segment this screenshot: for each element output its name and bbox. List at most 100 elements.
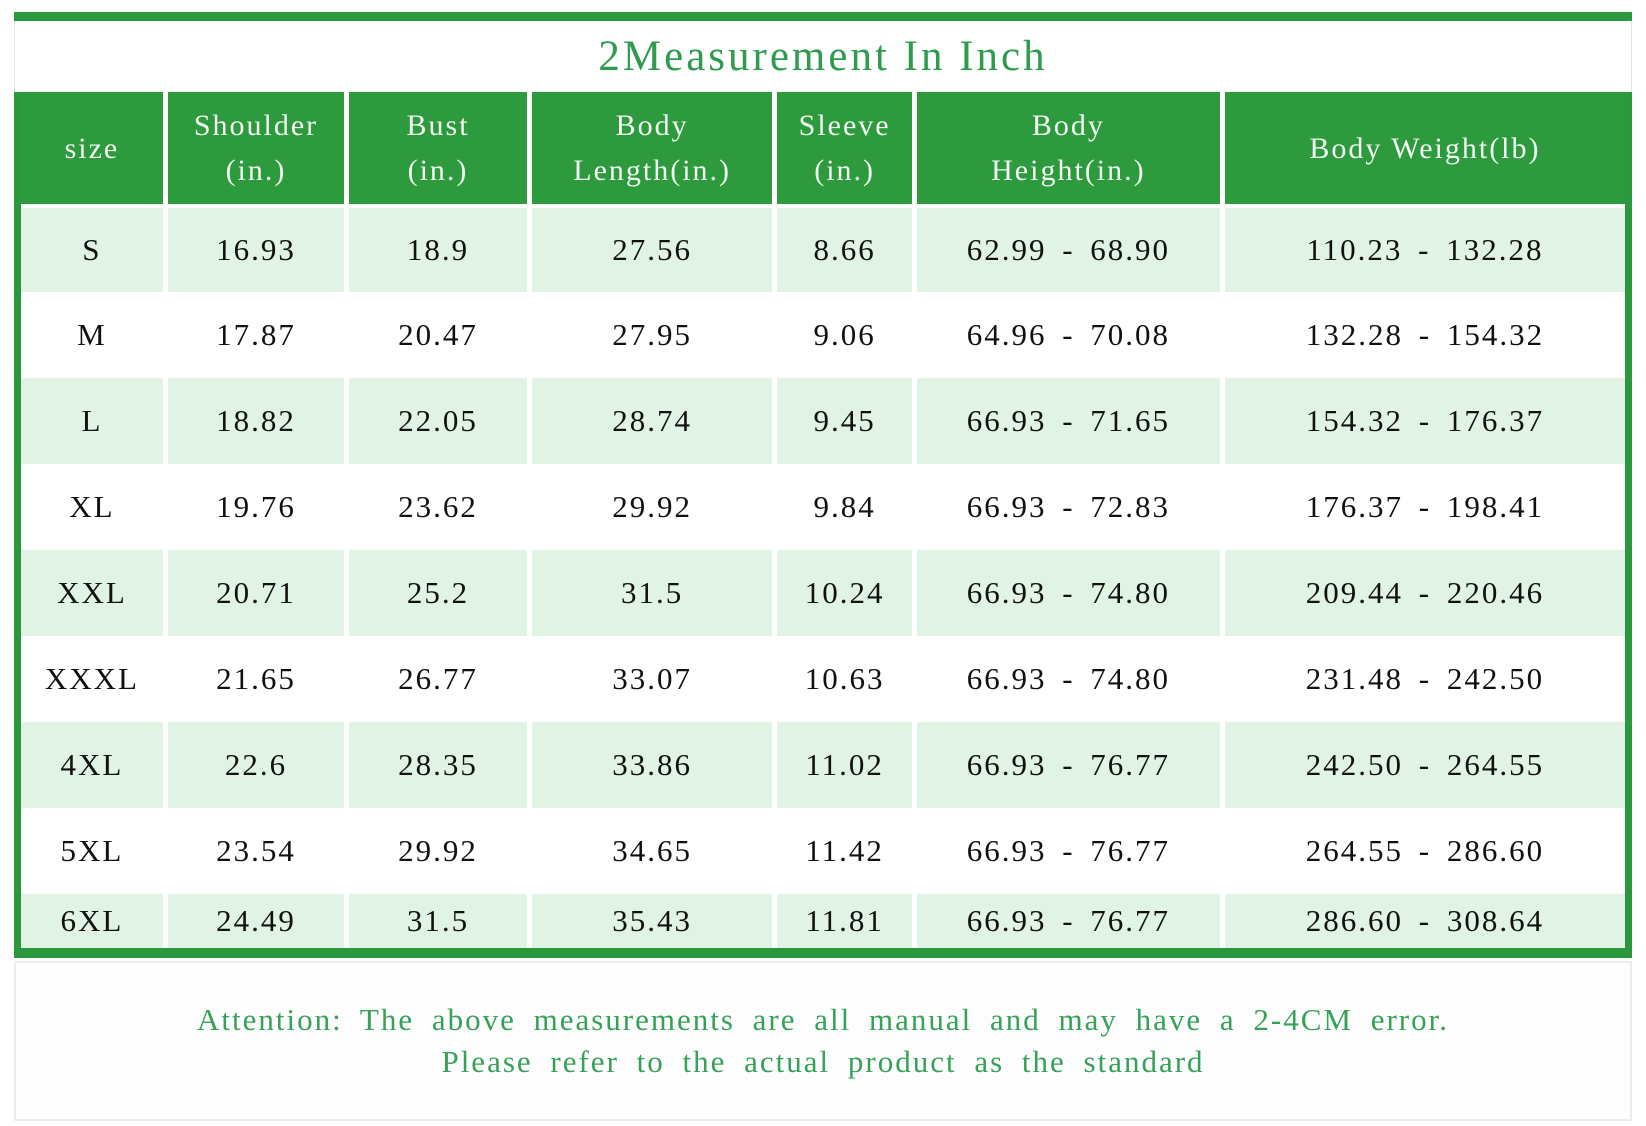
cell-bust: 18.9 xyxy=(346,206,532,292)
cell-shoulder: 24.49 xyxy=(165,894,350,948)
header-label: (in.) xyxy=(814,154,876,187)
table-row: S 16.93 18.9 27.56 8.66 62.99 - 68.90 110.23 -… xyxy=(21,206,1625,292)
table-row: XXXL 21.65 26.77 33.07 10.63 66.93 - 74.80 231… xyxy=(21,636,1625,722)
cell-body_length: 33.86 xyxy=(529,722,778,808)
attention-line-1: Attention: The above measurements are al… xyxy=(196,1002,1449,1037)
cell-body_weight: 286.60 - 308.64 xyxy=(1222,894,1625,948)
top-green-bar xyxy=(14,12,1632,21)
size-table-body: S 16.93 18.9 27.56 8.66 62.99 - 68.90 110.23 -… xyxy=(21,206,1625,948)
cell-shoulder: 20.71 xyxy=(165,550,350,636)
cell-sleeve: 8.66 xyxy=(774,206,917,292)
cell-body_height: 66.93 - 72.83 xyxy=(914,464,1225,550)
cell-size: XXL xyxy=(21,550,168,636)
cell-shoulder: 22.6 xyxy=(165,722,350,808)
cell-shoulder: 18.82 xyxy=(165,378,350,464)
cell-bust: 31.5 xyxy=(346,894,532,948)
cell-bust: 23.62 xyxy=(346,464,532,550)
cell-body_length: 31.5 xyxy=(529,550,778,636)
title-band: 2Measurement In Inch xyxy=(14,21,1632,92)
header-label: Body xyxy=(1031,109,1105,142)
header-label: Length(in.) xyxy=(573,154,732,187)
cell-sleeve: 10.63 xyxy=(774,636,917,722)
header-label: Sleeve xyxy=(798,109,891,142)
size-table-header: size Shoulder (in.) Bust (in.) Body Leng… xyxy=(21,92,1625,208)
header-label: Body xyxy=(615,109,689,142)
cell-sleeve: 9.06 xyxy=(774,292,917,378)
header-label: Bust xyxy=(406,109,470,142)
cell-body_height: 64.96 - 70.08 xyxy=(914,292,1225,378)
cell-body_height: 62.99 - 68.90 xyxy=(914,206,1225,292)
cell-sleeve: 9.84 xyxy=(774,464,917,550)
cell-body_height: 66.93 - 76.77 xyxy=(914,722,1225,808)
table-row: M 17.87 20.47 27.95 9.06 64.96 - 70.08 132.28 … xyxy=(21,292,1625,378)
cell-sleeve: 9.45 xyxy=(774,378,917,464)
cell-bust: 26.77 xyxy=(346,636,532,722)
cell-body_height: 66.93 - 76.77 xyxy=(914,894,1225,948)
cell-body_height: 66.93 - 74.80 xyxy=(914,636,1225,722)
cell-body_length: 34.65 xyxy=(529,808,778,894)
table-row: 4XL 22.6 28.35 33.86 11.02 66.93 - 76.77 242.5… xyxy=(21,722,1625,808)
cell-bust: 28.35 xyxy=(346,722,532,808)
column-header-body-height: Body Height(in.) xyxy=(914,92,1225,208)
cell-body_weight: 231.48 - 242.50 xyxy=(1222,636,1625,722)
table-row: XL 19.76 23.62 29.92 9.84 66.93 - 72.83 176.37… xyxy=(21,464,1625,550)
table-row: XXL 20.71 25.2 31.5 10.24 66.93 - 74.80 209.44… xyxy=(21,550,1625,636)
cell-sleeve: 11.42 xyxy=(774,808,917,894)
header-label: Body Weight(lb) xyxy=(1309,131,1541,165)
cell-shoulder: 21.65 xyxy=(165,636,350,722)
cell-size: 4XL xyxy=(21,722,168,808)
size-measurement-table: size Shoulder (in.) Bust (in.) Body Leng… xyxy=(21,92,1625,948)
cell-size: 6XL xyxy=(21,894,168,948)
cell-size: L xyxy=(21,378,168,464)
table-row: L 18.82 22.05 28.74 9.45 66.93 - 71.65 154.32 … xyxy=(21,378,1625,464)
cell-bust: 25.2 xyxy=(346,550,532,636)
size-table-container: size Shoulder (in.) Bust (in.) Body Leng… xyxy=(14,92,1632,958)
cell-bust: 20.47 xyxy=(346,292,532,378)
cell-body_height: 66.93 - 76.77 xyxy=(914,808,1225,894)
cell-body_height: 66.93 - 71.65 xyxy=(914,378,1225,464)
cell-body_length: 29.92 xyxy=(529,464,778,550)
cell-body_weight: 264.55 - 286.60 xyxy=(1222,808,1625,894)
column-header-body-length: Body Length(in.) xyxy=(529,92,778,208)
column-header-body-weight: Body Weight(lb) xyxy=(1222,92,1625,208)
column-header-size: size xyxy=(21,92,168,208)
header-label: (in.) xyxy=(225,154,287,187)
cell-bust: 29.92 xyxy=(346,808,532,894)
attention-note: Attention: The above measurements are al… xyxy=(14,961,1632,1121)
cell-shoulder: 16.93 xyxy=(165,206,350,292)
cell-size: 5XL xyxy=(21,808,168,894)
cell-body_weight: 154.32 - 176.37 xyxy=(1222,378,1625,464)
attention-line-2: Please refer to the actual product as th… xyxy=(441,1044,1205,1079)
column-header-shoulder: Shoulder (in.) xyxy=(165,92,350,208)
table-row: 6XL 24.49 31.5 35.43 11.81 66.93 - 76.77 286.6… xyxy=(21,894,1625,948)
cell-body_weight: 176.37 - 198.41 xyxy=(1222,464,1625,550)
cell-body_weight: 110.23 - 132.28 xyxy=(1222,206,1625,292)
cell-body_height: 66.93 - 74.80 xyxy=(914,550,1225,636)
cell-body_length: 27.56 xyxy=(529,206,778,292)
cell-shoulder: 19.76 xyxy=(165,464,350,550)
header-label: (in.) xyxy=(407,154,469,187)
table-row: 5XL 23.54 29.92 34.65 11.42 66.93 - 76.77 264.… xyxy=(21,808,1625,894)
cell-size: M xyxy=(21,292,168,378)
cell-shoulder: 17.87 xyxy=(165,292,350,378)
cell-size: XXXL xyxy=(21,636,168,722)
cell-size: XL xyxy=(21,464,168,550)
column-header-sleeve: Sleeve (in.) xyxy=(774,92,917,208)
cell-sleeve: 11.02 xyxy=(774,722,917,808)
cell-body_length: 28.74 xyxy=(529,378,778,464)
cell-bust: 22.05 xyxy=(346,378,532,464)
header-row: size Shoulder (in.) Bust (in.) Body Leng… xyxy=(21,92,1625,208)
cell-sleeve: 11.81 xyxy=(774,894,917,948)
cell-shoulder: 23.54 xyxy=(165,808,350,894)
header-label: Shoulder xyxy=(193,109,319,142)
cell-sleeve: 10.24 xyxy=(774,550,917,636)
cell-body_weight: 132.28 - 154.32 xyxy=(1222,292,1625,378)
cell-body_length: 27.95 xyxy=(529,292,778,378)
header-label: Height(in.) xyxy=(991,154,1146,187)
cell-body_length: 35.43 xyxy=(529,894,778,948)
cell-body_weight: 209.44 - 220.46 xyxy=(1222,550,1625,636)
column-header-bust: Bust (in.) xyxy=(346,92,532,208)
cell-body_weight: 242.50 - 264.55 xyxy=(1222,722,1625,808)
page-title: 2Measurement In Inch xyxy=(598,33,1048,80)
